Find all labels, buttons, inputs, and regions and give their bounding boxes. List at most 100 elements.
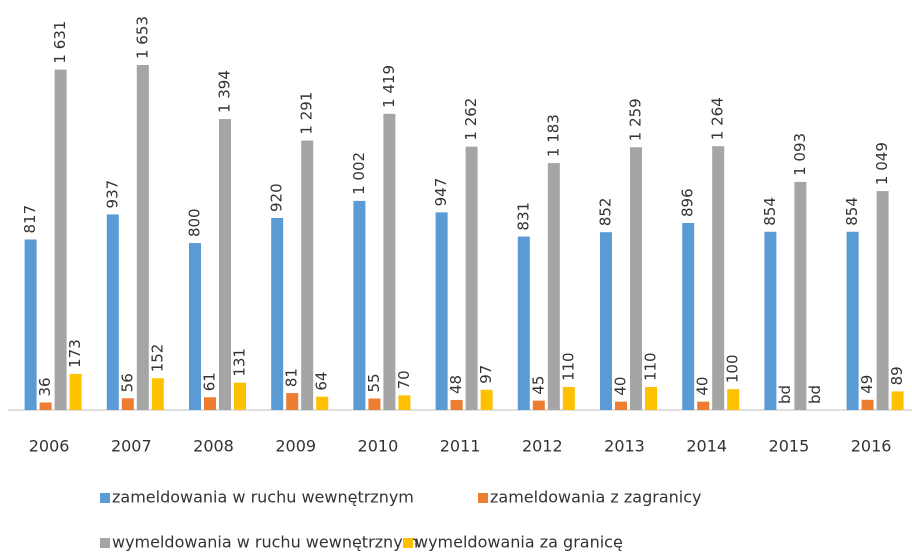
x-tick-label: 2007 — [111, 437, 152, 456]
data-label: 1 264 — [709, 97, 727, 140]
data-label: 64 — [313, 372, 331, 391]
legend-swatch — [100, 493, 110, 503]
data-label: bd — [806, 385, 824, 404]
legend-swatch — [403, 538, 413, 548]
data-label: 40 — [612, 377, 630, 396]
bar — [891, 391, 904, 410]
bar — [547, 163, 560, 410]
bar — [450, 399, 463, 410]
data-label: 831 — [514, 202, 532, 231]
bar — [204, 397, 216, 410]
data-label: 1 093 — [791, 133, 809, 176]
data-label: 1 653 — [133, 16, 151, 59]
data-label: 173 — [66, 339, 84, 368]
bar — [697, 401, 710, 410]
data-label: 55 — [365, 373, 383, 392]
data-label: 817 — [21, 205, 39, 234]
data-label: 131 — [231, 348, 249, 377]
data-label: 854 — [761, 197, 779, 226]
data-label: 49 — [858, 375, 876, 394]
data-label: 89 — [888, 366, 906, 385]
data-label: 56 — [118, 373, 136, 392]
bar — [121, 398, 134, 410]
data-label: 1 049 — [873, 142, 891, 185]
data-label: 40 — [694, 377, 712, 396]
bar — [876, 191, 889, 410]
data-label: 1 183 — [544, 114, 562, 157]
data-label: 896 — [679, 188, 697, 217]
x-tick-label: 2013 — [604, 437, 645, 456]
data-label: 110 — [642, 352, 660, 381]
x-tick-label: 2006 — [29, 437, 70, 456]
legend-label: wymeldowania za granicę — [415, 533, 623, 552]
data-label: 800 — [186, 208, 204, 237]
legend-swatch — [478, 493, 488, 503]
data-label: 48 — [447, 375, 465, 394]
bar — [24, 239, 37, 410]
data-label: 1 002 — [350, 152, 368, 195]
bar — [861, 399, 874, 410]
bar — [727, 389, 740, 410]
data-label: 70 — [395, 370, 413, 389]
bar — [435, 212, 448, 410]
bar — [316, 396, 329, 410]
data-label: 97 — [477, 365, 495, 384]
data-label: 854 — [843, 197, 861, 226]
data-label: 100 — [724, 354, 742, 383]
bar — [480, 389, 493, 410]
x-tick-label: 2009 — [275, 437, 316, 456]
x-tick-label: 2010 — [358, 437, 399, 456]
bar — [271, 217, 284, 410]
bar — [846, 231, 859, 410]
data-label: 36 — [36, 377, 54, 396]
bar — [368, 398, 381, 410]
bar — [69, 373, 82, 410]
bar — [286, 393, 299, 410]
data-label: 1 262 — [462, 98, 480, 141]
data-label: 947 — [432, 178, 450, 207]
x-tick-label: 2012 — [522, 437, 563, 456]
legend-label: zameldowania w ruchu wewnętrznym — [112, 488, 414, 507]
legend-swatch — [100, 538, 110, 548]
x-tick-label: 2011 — [440, 437, 481, 456]
data-label: 1 394 — [216, 70, 234, 113]
data-label: 110 — [559, 352, 577, 381]
data-label: 1 419 — [380, 65, 398, 108]
bar — [398, 395, 411, 410]
bar — [106, 214, 119, 410]
bar — [764, 231, 777, 410]
data-label: bd — [776, 385, 794, 404]
data-label: 45 — [529, 376, 547, 395]
bar — [383, 113, 396, 411]
data-label: 852 — [597, 198, 615, 227]
data-label: 937 — [103, 180, 121, 209]
bar — [465, 146, 478, 410]
bar — [301, 140, 314, 411]
bar — [517, 236, 530, 410]
bar — [645, 387, 657, 410]
x-tick-label: 2008 — [193, 437, 234, 456]
bar — [39, 402, 52, 410]
bar — [136, 65, 149, 410]
data-label: 1 259 — [627, 98, 645, 141]
bar — [234, 382, 246, 410]
bar — [794, 181, 807, 410]
x-tick-label: 2015 — [769, 437, 810, 456]
bar — [219, 119, 231, 410]
bar — [189, 243, 201, 410]
bar — [54, 69, 67, 411]
bar — [630, 147, 642, 410]
data-label: 1 291 — [298, 92, 316, 135]
legend-label: zameldowania z zagranicy — [490, 488, 701, 507]
x-tick-label: 2016 — [851, 437, 892, 456]
data-label: 920 — [268, 183, 286, 212]
data-label: 1 631 — [51, 21, 69, 64]
bar — [151, 378, 164, 410]
data-label: 81 — [283, 368, 301, 387]
bar — [712, 146, 725, 410]
data-label: 61 — [201, 372, 219, 391]
data-label: 152 — [148, 344, 166, 373]
bar — [615, 401, 627, 410]
bar — [532, 400, 545, 410]
